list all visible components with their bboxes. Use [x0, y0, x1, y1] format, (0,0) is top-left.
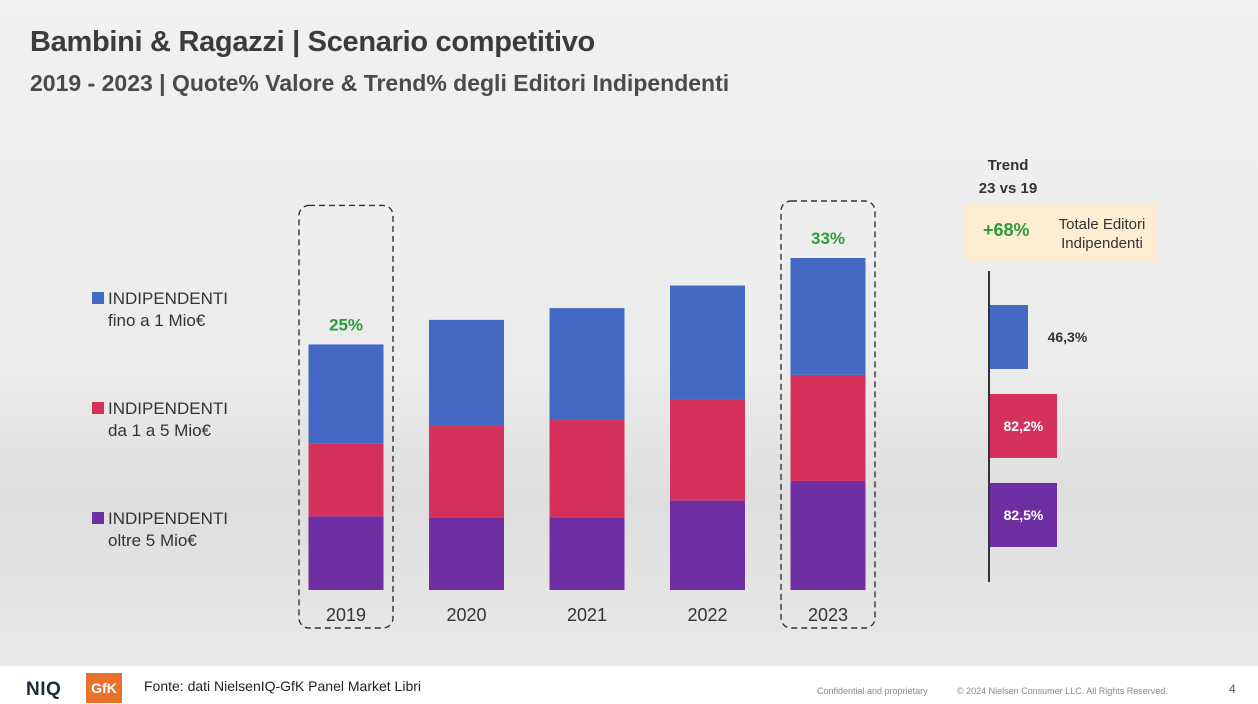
- bar-segment-2019: [308, 516, 384, 590]
- trend-total-label: Totale Editori Indipendenti: [1058, 216, 1146, 252]
- bar-segment-2019: [308, 344, 384, 444]
- trend-bar-0: 46,3%: [990, 305, 1087, 369]
- legend-sublabel: da 1 a 5 Mio€: [108, 421, 212, 440]
- trend-total-box: +68% Totale Editori Indipendenti: [963, 203, 1157, 262]
- trend-axis-line: [988, 271, 990, 582]
- copyright-note: © 2024 Nielsen Consumer LLC. All Rights …: [957, 686, 1168, 696]
- trend-bar-label: 46,3%: [1047, 329, 1088, 345]
- bar-segment-2023: [790, 258, 866, 375]
- x-tick-label-2023: 2023: [808, 605, 848, 625]
- legend-item-oltre-5-mio: INDIPENDENTI oltre 5 Mio€: [92, 508, 228, 552]
- trend-heading: Trend 23 vs 19: [960, 154, 1056, 200]
- bar-segment-2020: [429, 319, 504, 426]
- legend-swatch: [92, 512, 104, 524]
- legend-item-da-1-a-5-mio: INDIPENDENTI da 1 a 5 Mio€: [92, 398, 228, 442]
- bar-segment-2021: [549, 517, 625, 590]
- legend-sublabel: fino a 1 Mio€: [108, 311, 206, 330]
- page-number: 4: [1229, 682, 1236, 696]
- page-title: Bambini & Ragazzi | Scenario competitivo: [30, 26, 595, 58]
- bar-segment-2019: [308, 443, 384, 517]
- niq-logo: NIQ: [26, 679, 62, 700]
- legend-swatch: [92, 292, 104, 304]
- trend-bar-1: 82,2%: [990, 394, 1057, 458]
- footer: NIQ GfK Fonte: dati NielsenIQ-GfK Panel …: [0, 666, 1258, 704]
- slide-background: [0, 0, 1258, 666]
- legend-label: INDIPENDENTI: [108, 399, 228, 418]
- total-label-2019: 25%: [329, 315, 363, 334]
- bar-segment-2022: [670, 285, 745, 400]
- trend-heading-period: 23 vs 19: [978, 180, 1038, 197]
- bar-segment-2022: [670, 399, 745, 501]
- legend-label: INDIPENDENTI: [108, 289, 228, 308]
- legend-label: INDIPENDENTI: [108, 509, 228, 528]
- confidential-note: Confidential and proprietary: [817, 686, 928, 696]
- x-tick-label-2019: 2019: [326, 605, 366, 625]
- page-subtitle: 2019 - 2023 | Quote% Valore & Trend% deg…: [30, 70, 730, 96]
- gfk-logo: GfK: [86, 673, 122, 703]
- bar-segment-2021: [549, 420, 625, 518]
- bar-segment-2020: [429, 425, 504, 518]
- bar-segment-2022: [670, 500, 745, 590]
- x-tick-label-2022: 2022: [687, 605, 727, 625]
- legend-sublabel: oltre 5 Mio€: [108, 531, 197, 550]
- source-note: Fonte: dati NielsenIQ-GfK Panel Market L…: [144, 678, 422, 694]
- x-tick-label-2021: 2021: [567, 605, 607, 625]
- trend-total-value: +68%: [983, 220, 1030, 240]
- total-label-2023: 33%: [811, 229, 845, 248]
- trend-bar-2: 82,5%: [990, 483, 1057, 547]
- x-tick-label-2020: 2020: [446, 605, 486, 625]
- stacked-bar-chart: 2019 25% 2020 2021 2022 2023 33%: [298, 200, 876, 629]
- bar-segment-2021: [549, 308, 625, 421]
- bar-segment-2020: [429, 517, 504, 590]
- bar-segment-2023: [790, 374, 866, 481]
- bar-segment-2023: [790, 480, 866, 590]
- highlight-frame-2019: [298, 204, 394, 629]
- trend-bar-label: 82,5%: [1003, 507, 1044, 523]
- legend-item-fino-1-mio: INDIPENDENTI fino a 1 Mio€: [92, 288, 228, 332]
- trend-heading-title: Trend: [987, 157, 1029, 174]
- highlight-frame-2023: [780, 200, 876, 629]
- trend-bar-label: 82,2%: [1003, 418, 1044, 434]
- legend-swatch: [92, 402, 104, 414]
